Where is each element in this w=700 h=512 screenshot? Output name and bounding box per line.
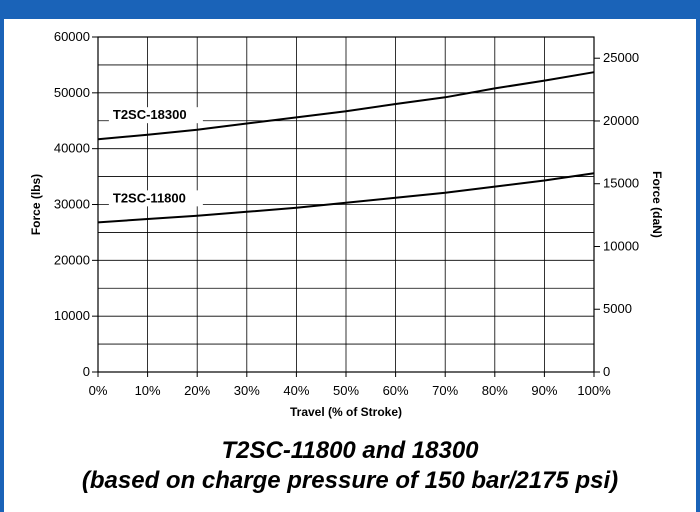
right-border: [696, 19, 700, 512]
x-axis-title: Travel (% of Stroke): [290, 405, 402, 419]
caption-subtitle: (based on charge pressure of 150 bar/217…: [81, 467, 619, 494]
y2-tick-label: 25000: [603, 50, 639, 65]
x-tick-label: 50%: [333, 383, 359, 398]
y-tick-label: 30000: [54, 197, 90, 212]
x-tick-label: 20%: [184, 383, 210, 398]
y2-tick-label: 0: [603, 364, 610, 379]
caption-title: T2SC-11800 and 18300: [221, 437, 479, 464]
y-tick-label: 10000: [54, 308, 90, 323]
y2-tick-label: 20000: [603, 113, 639, 128]
y-tick-label: 20000: [54, 252, 90, 267]
y2-tick-label: 15000: [603, 176, 639, 191]
series-line-1: [97, 172, 595, 224]
series-label-0: T2SC-18300: [113, 107, 187, 122]
series-label-1: T2SC-11800: [113, 190, 186, 205]
series-label-bg-1: [108, 190, 203, 207]
y-tick-label: 60000: [54, 29, 90, 44]
y-tick-label: 0: [83, 364, 90, 379]
y-tick-label: 40000: [54, 141, 90, 156]
x-tick-label: 90%: [531, 383, 557, 398]
x-tick-label: 70%: [432, 383, 458, 398]
series-label-bg-0: [108, 107, 203, 124]
header-bar: [0, 0, 700, 19]
chart-caption: T2SC-11800 and 18300 (based on charge pr…: [0, 436, 700, 496]
x-tick-label: 40%: [283, 383, 309, 398]
x-tick-label: 60%: [383, 383, 409, 398]
y-tick-label: 50000: [54, 85, 90, 100]
x-tick-label: 30%: [234, 383, 260, 398]
y2-tick-label: 10000: [603, 238, 639, 253]
force-travel-chart: 0 10000 20000 30000 40000 50000 60000 0 5000 1000…: [29, 29, 664, 419]
x-tick-label: 0%: [89, 383, 108, 398]
x-tick-label: 80%: [482, 383, 508, 398]
y-axis-title: Force (lbs): [29, 174, 43, 235]
y2-tick-label: 5000: [603, 301, 632, 316]
left-border: [0, 19, 4, 512]
series-line-0: [97, 71, 595, 141]
x-tick-label: 100%: [577, 383, 611, 398]
y2-axis-title: Force (daN): [650, 171, 664, 238]
x-tick-label: 10%: [135, 383, 161, 398]
